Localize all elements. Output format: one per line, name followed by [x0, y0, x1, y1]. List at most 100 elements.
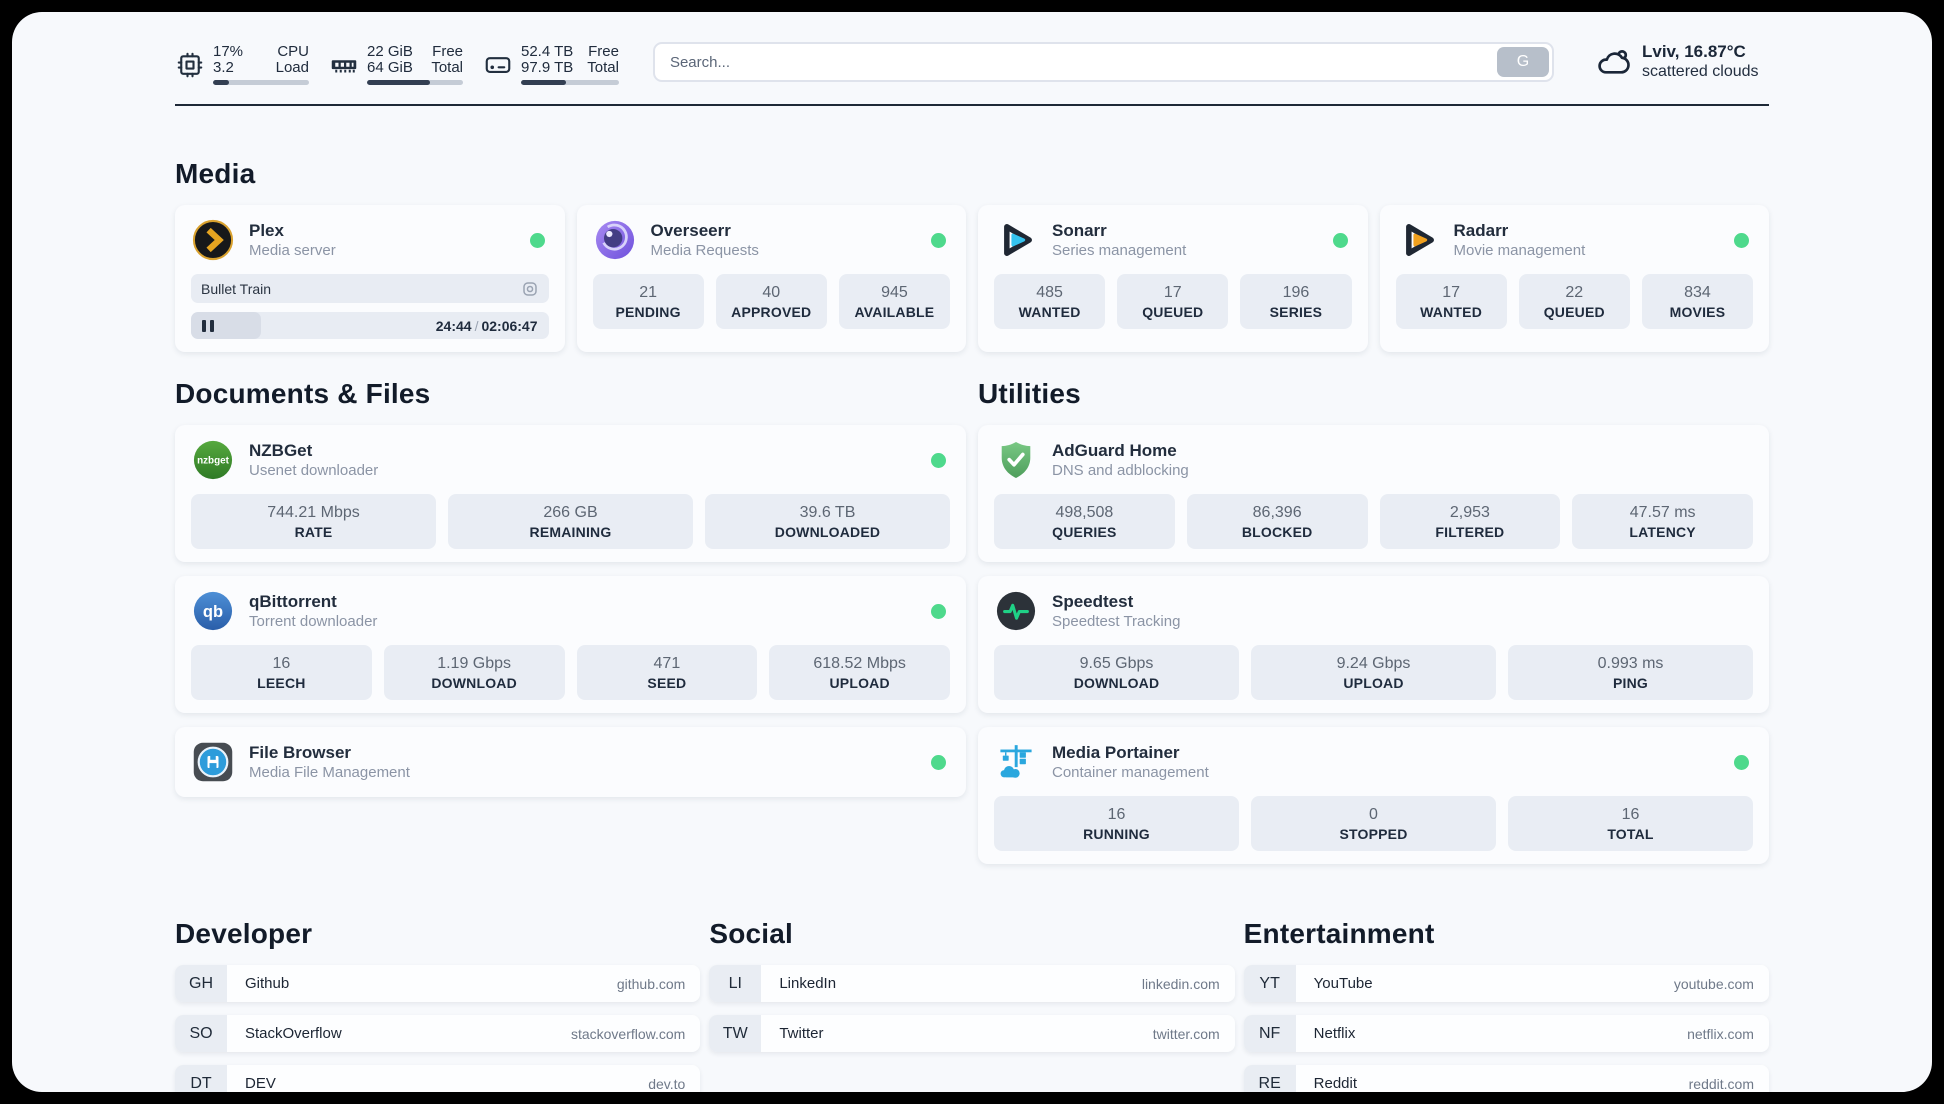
link-netflix[interactable]: NF Netflix netflix.com — [1243, 1015, 1769, 1052]
stat-upload: 618.52 Mbps UPLOAD — [769, 645, 950, 700]
status-online-dot — [1332, 232, 1348, 248]
search-bar: G — [652, 42, 1554, 82]
stat-downloaded: 39.6 TB DOWNLOADED — [705, 494, 950, 549]
app-card-radarr[interactable]: Radarr Movie management 17 WANTED 22 QUE… — [1379, 205, 1769, 352]
stat-label: PING — [1612, 675, 1649, 691]
stat-leech: 16 LEECH — [191, 645, 372, 700]
app-card-sonarr[interactable]: Sonarr Series management 485 WANTED 17 Q… — [978, 205, 1368, 352]
app-card-nzbget[interactable]: nzbget NZBGet Usenet downloader 744.21 M… — [175, 425, 966, 562]
stat-value: 2,953 — [1449, 504, 1490, 521]
stat-value: 1.19 Gbps — [437, 655, 512, 672]
playback-time-separator: / — [474, 317, 479, 334]
stat-remaining: 266 GB REMAINING — [448, 494, 693, 549]
app-card-qbittorrent[interactable]: qb qBittorrent Torrent downloader 16 LEE… — [175, 576, 966, 713]
link-name: DEV — [245, 1075, 276, 1092]
link-url: netflix.com — [1687, 1025, 1754, 1042]
stat-label: DOWNLOAD — [1073, 675, 1160, 691]
app-card-portainer[interactable]: Media Portainer Container management 16 … — [978, 727, 1769, 864]
stat-download: 9.65 Gbps DOWNLOAD — [994, 645, 1239, 700]
stat-label: SERIES — [1269, 304, 1323, 320]
scattered-clouds-icon — [1598, 49, 1630, 74]
link-stackoverflow[interactable]: SO StackOverflow stackoverflow.com — [175, 1015, 701, 1052]
stat-approved: 40 APPROVED — [715, 274, 827, 329]
stat-label: REMAINING — [529, 524, 612, 540]
link-abbr: GH — [175, 965, 227, 1002]
search-engine-button[interactable]: G — [1497, 47, 1549, 77]
status-online-dot — [931, 603, 946, 619]
link-name: Twitter — [779, 1025, 824, 1042]
ram-free-label: Free — [432, 43, 463, 60]
app-card-plex[interactable]: Plex Media server Bullet Train 24:44/02:… — [175, 205, 565, 352]
link-twitter[interactable]: TW Twitter twitter.com — [709, 1015, 1235, 1052]
stat-label: AVAILABLE — [854, 304, 935, 320]
ram-free-value: 22 GiB — [367, 43, 413, 60]
link-github[interactable]: GH Github github.com — [175, 965, 701, 1002]
stat-label: PENDING — [615, 304, 681, 320]
system-stats: 17% CPU 3.2 Load 22 GiB — [175, 42, 619, 85]
disk-icon — [485, 57, 511, 73]
stat-value: 17 — [1163, 284, 1182, 301]
section-title-developer: Developer — [175, 918, 313, 949]
link-url: twitter.com — [1152, 1025, 1220, 1042]
link-url: youtube.com — [1673, 975, 1754, 992]
stat-rate: 744.21 Mbps RATE — [191, 494, 436, 549]
link-name: LinkedIn — [779, 975, 837, 992]
link-youtube[interactable]: YT YouTube youtube.com — [1243, 965, 1769, 1002]
filebrowser-icon — [193, 742, 233, 782]
cpu-usage-value: 17% — [213, 43, 244, 60]
search-input[interactable] — [657, 53, 1497, 71]
stat-label: SEED — [647, 675, 687, 691]
ram-progress-fill — [367, 80, 431, 85]
link-linkedin[interactable]: LI LinkedIn linkedin.com — [709, 965, 1235, 1002]
screen-capture-icon[interactable] — [521, 280, 539, 298]
stat-label: WANTED — [1420, 304, 1483, 320]
media-cards-row: Plex Media server Bullet Train 24:44/02:… — [175, 205, 1769, 352]
status-online-dot — [1734, 232, 1749, 248]
link-name: StackOverflow — [245, 1025, 342, 1042]
weather-widget: Lviv, 16.87°C scattered clouds — [1594, 42, 1769, 81]
section-title-entertainment: Entertainment — [1243, 918, 1435, 949]
stat-value: 744.21 Mbps — [267, 504, 360, 521]
stat-value: 9.24 Gbps — [1336, 655, 1411, 672]
stat-blocked: 86,396 BLOCKED — [1186, 494, 1368, 549]
qbittorrent-icon: qb — [193, 591, 233, 631]
pause-icon[interactable] — [202, 319, 214, 332]
link-abbr: DT — [175, 1065, 227, 1092]
stat-value: 47.57 ms — [1629, 504, 1696, 521]
cpu-icon — [177, 52, 203, 78]
app-card-adguard[interactable]: AdGuard Home DNS and adblocking 498,508 … — [978, 425, 1769, 562]
link-name: Reddit — [1313, 1075, 1358, 1092]
status-online-dot — [931, 232, 946, 248]
stat-movies: 834 MOVIES — [1641, 274, 1754, 329]
link-abbr: NF — [1243, 1015, 1296, 1052]
app-card-speedtest[interactable]: Speedtest Speedtest Tracking 9.65 Gbps D… — [978, 576, 1769, 713]
stat-latency: 47.57 ms LATENCY — [1572, 494, 1753, 549]
link-url: dev.to — [648, 1075, 686, 1092]
cpu-stat: 17% CPU 3.2 Load — [175, 44, 309, 85]
dashboard-page: 17% CPU 3.2 Load 22 GiB — [12, 12, 1932, 1092]
stat-value: 266 GB — [543, 504, 598, 521]
disk-total-value: 97.9 TB — [521, 59, 574, 76]
ram-progress-track — [367, 80, 463, 85]
stat-value: 16 — [272, 655, 291, 672]
playback-progress-bar[interactable]: 24:44/02:06:47 — [191, 312, 549, 339]
app-card-overseerr[interactable]: Overseerr Media Requests 21 PENDING 40 A… — [576, 205, 966, 352]
link-name: Github — [245, 975, 290, 992]
link-name: YouTube — [1313, 975, 1373, 992]
stat-queued: 17 QUEUED — [1117, 274, 1229, 329]
link-dev[interactable]: DT DEV dev.to — [175, 1065, 701, 1092]
link-reddit[interactable]: RE Reddit reddit.com — [1243, 1065, 1769, 1092]
stat-label: QUEUED — [1543, 304, 1605, 320]
stat-label: QUEUED — [1142, 304, 1204, 320]
app-name: NZBGet — [249, 441, 313, 460]
app-name: Plex — [249, 221, 284, 240]
stat-value: 0 — [1369, 806, 1378, 823]
stat-label: WANTED — [1018, 304, 1081, 320]
stat-label: UPLOAD — [829, 675, 890, 691]
stat-series: 196 SERIES — [1240, 274, 1352, 329]
overseerr-icon — [595, 220, 634, 260]
app-card-filebrowser[interactable]: File Browser Media File Management — [175, 727, 966, 797]
disk-progress-fill — [521, 80, 567, 85]
stat-value: 40 — [762, 284, 781, 301]
stat-label: LEECH — [257, 675, 306, 691]
